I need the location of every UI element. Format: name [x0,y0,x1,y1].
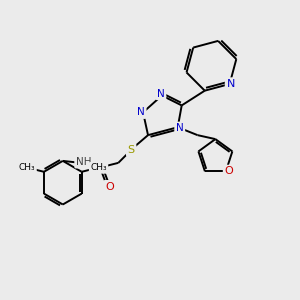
Text: CH₃: CH₃ [19,163,35,172]
Text: O: O [224,167,233,176]
Text: N: N [226,79,235,89]
Text: CH₃: CH₃ [90,163,107,172]
Text: O: O [105,182,114,192]
Text: S: S [128,145,135,155]
Text: N: N [176,123,184,133]
Text: N: N [137,107,145,117]
Text: N: N [157,88,165,98]
Text: NH: NH [76,157,92,167]
